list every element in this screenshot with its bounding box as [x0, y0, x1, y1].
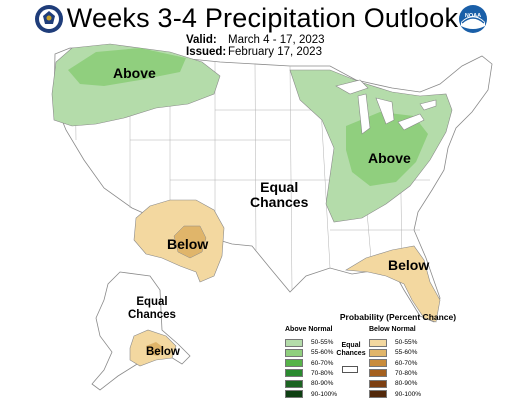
center-ec-line1: Equal: [260, 179, 299, 195]
legend-below-row: 55-60%: [369, 348, 417, 357]
noaa-logo-text: NOAA: [465, 13, 481, 19]
legend-ec-swatch: [342, 366, 358, 373]
issued-label: Issued:: [186, 46, 227, 58]
legend-above-range-label: 60-70%: [311, 359, 334, 367]
se-below-label: Below: [388, 257, 430, 273]
legend-ec-label: Equal Chances: [336, 342, 366, 358]
legend-above-swatch: [285, 359, 303, 368]
legend-below-swatch: [369, 369, 387, 378]
ak-below-label: Below: [146, 346, 180, 358]
noaa-logo-icon: NOAA: [459, 5, 487, 33]
legend-above-range-label: 90-100%: [311, 390, 338, 398]
legend-above-swatch: [285, 348, 303, 357]
sw-below-inner: [173, 225, 207, 259]
legend-above-row: 50-55%: [285, 338, 333, 347]
legend-below-row: 80-90%: [369, 379, 417, 388]
sw-below-label: Below: [167, 236, 209, 252]
legend-above-swatch: [285, 390, 303, 398]
legend-below-range-label: 55-60%: [395, 349, 418, 357]
legend-above-row: 60-70%: [285, 359, 333, 368]
legend-above-row: 80-90%: [285, 379, 333, 388]
legend-below-row: 90-100%: [369, 390, 421, 399]
page-title: Weeks 3-4 Precipitation Outlook: [66, 3, 459, 33]
nw-above-inner: [68, 48, 186, 86]
date-block: Valid: March 4 - 17, 2023 Issued: February…: [186, 34, 325, 58]
legend-below-swatch: [369, 348, 387, 357]
center-ec-line2: Chances: [250, 194, 309, 210]
nw-above-label: Above: [113, 65, 156, 81]
se-below-region: [345, 245, 441, 323]
legend-below-row: 70-80%: [369, 369, 417, 378]
legend-above-range-label: 50-55%: [311, 339, 334, 346]
center-ec-label: Equal Chances: [250, 180, 308, 210]
legend-above-range-label: 80-90%: [311, 380, 334, 388]
alaska-outline: [91, 271, 191, 391]
legend-below-row: 50-55%: [369, 338, 417, 347]
legend-below-range-label: 50-55%: [395, 339, 418, 346]
ak-ec-label: Equal Chances: [128, 296, 176, 322]
legend-above-range-label: 55-60%: [311, 349, 334, 357]
legend-below-range-label: 60-70%: [395, 359, 418, 367]
doc-seal-icon: [35, 5, 63, 33]
ak-below-inner: [146, 342, 164, 356]
legend-below-row: 60-70%: [369, 359, 417, 368]
legend-above-row: 70-80%: [285, 369, 333, 378]
valid-label: Valid:: [186, 34, 217, 46]
legend-below-swatch: [369, 359, 387, 368]
legend-above-heading: Above Normal: [285, 326, 333, 333]
valid-value: March 4 - 17, 2023: [228, 34, 325, 46]
issued-value: February 17, 2023: [228, 46, 322, 58]
legend-below-range-label: 80-90%: [395, 380, 418, 388]
legend: Probability (Percent Chance) Above Norma…: [278, 312, 518, 400]
issued-row: Issued: February 17, 2023: [186, 46, 325, 58]
legend-above-swatch: [285, 338, 303, 347]
legend-ec-line1: Equal: [341, 342, 361, 349]
legend-below-heading: Below Normal: [369, 326, 416, 333]
legend-above-swatch: [285, 379, 303, 388]
legend-below-range-label: 70-80%: [395, 369, 418, 377]
legend-title: Probability (Percent Chance): [339, 312, 457, 322]
valid-row: Valid: March 4 - 17, 2023: [186, 34, 325, 46]
ne-above-label: Above: [368, 150, 411, 166]
ak-ec-line1: Equal: [136, 296, 168, 308]
legend-above-row: 55-60%: [285, 348, 333, 357]
legend-above-swatch: [285, 369, 303, 378]
legend-below-swatch: [369, 379, 387, 388]
ak-ec-line2: Chances: [128, 309, 176, 321]
legend-below-swatch: [369, 338, 387, 347]
legend-ec-line2: Chances: [336, 350, 366, 357]
legend-above-range-label: 70-80%: [311, 369, 334, 377]
legend-below-range-label: 90-100%: [395, 390, 422, 398]
legend-below-swatch: [369, 390, 387, 398]
great-lakes: [335, 79, 437, 135]
legend-above-row: 90-100%: [285, 390, 337, 399]
